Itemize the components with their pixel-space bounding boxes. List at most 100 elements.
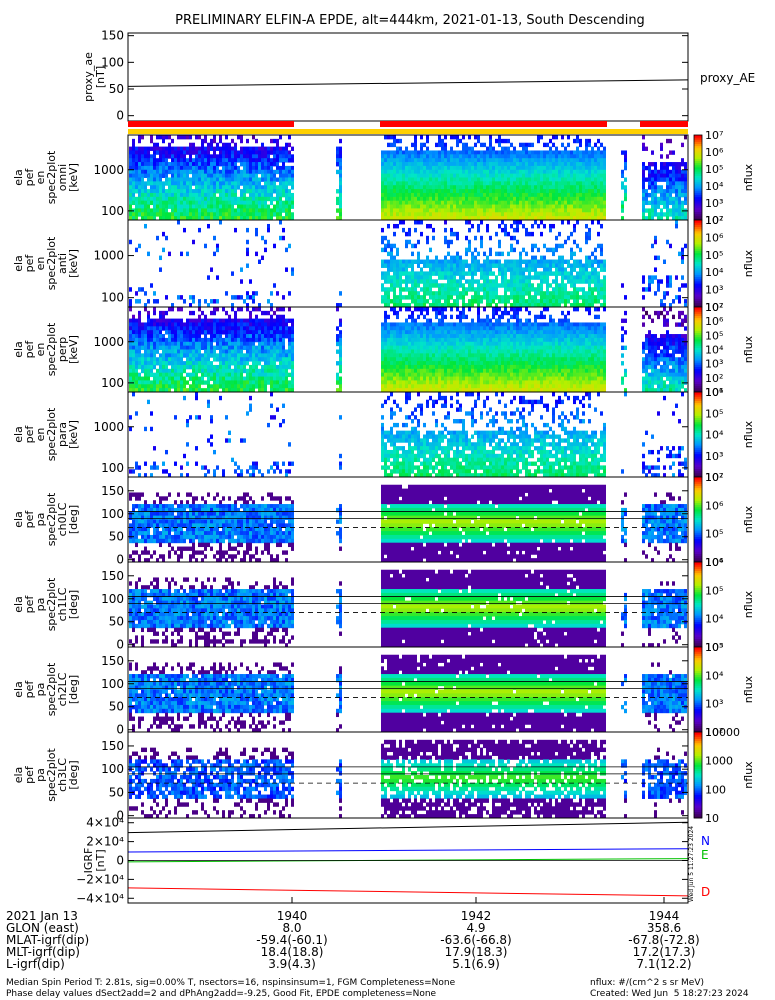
heatmap-cell (507, 165, 510, 171)
heatmap-cell (651, 177, 654, 182)
heatmap-cell (222, 341, 225, 347)
heatmap-cell (174, 192, 177, 198)
heatmap-cell (561, 259, 564, 264)
heatmap-cell (528, 189, 531, 194)
heatmap-cell (540, 196, 543, 202)
heatmap-cell (246, 200, 249, 206)
heatmap-cell (219, 326, 222, 331)
heatmap-cell (174, 364, 177, 370)
heatmap-cell (132, 138, 135, 144)
heatmap-cell (573, 189, 576, 194)
heatmap-cell (177, 330, 180, 335)
heatmap-cell (171, 212, 174, 217)
heatmap-cell (531, 204, 534, 209)
heatmap-cell (201, 196, 204, 202)
heatmap-cell (135, 357, 138, 362)
heatmap-cell (552, 259, 555, 264)
heatmap-cell (267, 158, 270, 163)
heatmap-cell (204, 158, 207, 163)
heatmap-cell (183, 192, 186, 198)
heatmap-cell (405, 208, 408, 213)
heatmap-cell (288, 177, 291, 182)
heatmap-cell (129, 341, 132, 347)
heatmap-cell (384, 259, 387, 264)
heatmap-cell (276, 142, 279, 148)
heatmap-cell (441, 204, 444, 209)
heatmap-cell (141, 169, 144, 175)
y-tick-label: 0 (116, 109, 124, 123)
heatmap-cell (480, 181, 483, 186)
heatmap-cell (522, 295, 525, 300)
heatmap-cell (654, 181, 657, 186)
heatmap-cell (477, 259, 480, 264)
heatmap-cell (162, 200, 165, 206)
heatmap-cell (477, 173, 480, 178)
heatmap-cell (276, 165, 279, 171)
heatmap-cell (579, 165, 582, 171)
heatmap-cell (519, 263, 522, 268)
heatmap-cell (447, 200, 450, 206)
heatmap-cell (528, 212, 531, 217)
heatmap-cell (516, 165, 519, 171)
heatmap-cell (495, 154, 498, 159)
heatmap-cell (444, 192, 447, 198)
heatmap-cell (444, 287, 447, 292)
colorbar-cell (694, 283, 702, 286)
heatmap-cell (129, 158, 132, 163)
heatmap-cell (198, 169, 201, 175)
heatmap-cell (543, 223, 546, 229)
heatmap-cell (489, 158, 492, 163)
heatmap-cell (474, 158, 477, 163)
heatmap-cell (480, 216, 483, 221)
heatmap-cell (525, 165, 528, 171)
heatmap-cell (276, 150, 279, 155)
heatmap-cell (279, 196, 282, 202)
heatmap-cell (600, 200, 603, 206)
heatmap-cell (228, 341, 231, 347)
heatmap-cell (207, 303, 210, 308)
heatmap-cell (678, 295, 681, 300)
heatmap-cell (417, 192, 420, 198)
heatmap-cell (531, 142, 534, 148)
heatmap-cell (201, 322, 204, 327)
heatmap-cell (507, 204, 510, 209)
heatmap-cell (387, 267, 390, 272)
heatmap-cell (219, 384, 222, 389)
heatmap-cell (549, 162, 552, 167)
heatmap-cell (144, 372, 147, 378)
heatmap-cell (162, 204, 165, 209)
heatmap-cell (543, 259, 546, 264)
heatmap-cell (459, 173, 462, 178)
heatmap-cell (678, 189, 681, 194)
heatmap-cell (240, 150, 243, 155)
heatmap-cell (420, 173, 423, 178)
heatmap-cell (231, 177, 234, 182)
heatmap-cell (498, 185, 501, 190)
heatmap-cell (387, 158, 390, 163)
heatmap-cell (495, 251, 498, 257)
heatmap-cell (498, 135, 501, 140)
heatmap-cell (666, 204, 669, 209)
heatmap-cell (495, 212, 498, 217)
heatmap-cell (147, 349, 150, 354)
heatmap-cell (408, 169, 411, 175)
heatmap-cell (228, 146, 231, 151)
heatmap-cell (678, 204, 681, 209)
heatmap-cell (246, 154, 249, 159)
heatmap-cell (678, 162, 681, 167)
heatmap-cell (525, 189, 528, 194)
heatmap-cell (279, 208, 282, 213)
heatmap-cell (198, 227, 201, 233)
heatmap-cell (204, 173, 207, 178)
heatmap-cell (444, 177, 447, 182)
heatmap-cell (438, 142, 441, 148)
heatmap-cell (381, 196, 384, 202)
heatmap-cell (444, 216, 447, 221)
heatmap-cell (195, 185, 198, 190)
heatmap-cell (579, 162, 582, 167)
heatmap-cell (207, 142, 210, 148)
heatmap-cell (156, 345, 159, 350)
heatmap-cell (387, 303, 390, 308)
heatmap-cell (153, 307, 156, 312)
heatmap-cell (588, 181, 591, 186)
